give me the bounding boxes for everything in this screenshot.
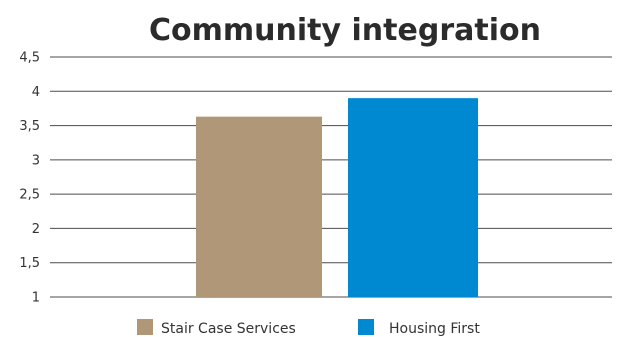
bar-1 [196,116,322,298]
legend: Stair Case Services Housing First [137,319,480,337]
legend-swatch [358,319,374,335]
y-tick-label: 3 [32,153,40,168]
y-tick-label: 4 [32,85,40,100]
y-axis-ticks: 1 1,5 2 2,5 3 3,5 4 4,5 [19,51,40,306]
y-tick-label: 2,5 [19,188,40,203]
y-tick-label: 1,5 [19,256,40,271]
legend-label: Stair Case Services [161,321,296,337]
y-tick-label: 3,5 [19,119,40,134]
y-tick-label: 4,5 [19,51,40,66]
bar-2 [348,98,478,298]
y-tick-label: 1 [32,291,40,306]
legend-label: Housing First [389,321,480,337]
bars [196,98,478,298]
legend-swatch [137,319,153,335]
y-gridlines [50,56,612,298]
chart-title: Community integration [149,13,541,48]
y-tick-label: 2 [32,222,40,237]
